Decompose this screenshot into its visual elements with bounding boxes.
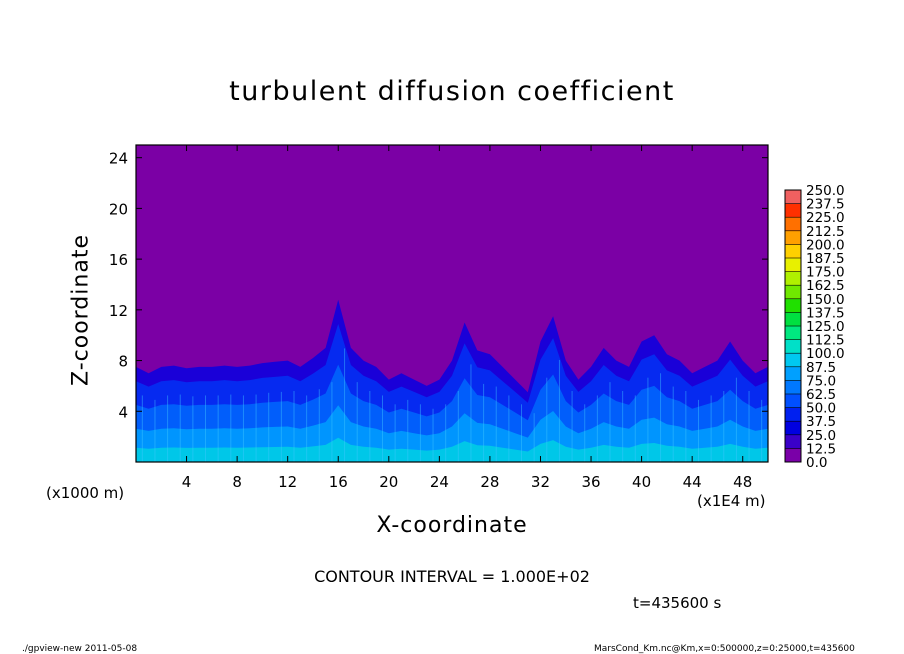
- colorbar-segment: [785, 271, 801, 286]
- y-axis-label: Z-coordinate: [68, 234, 94, 386]
- y-tick-label: 20: [109, 200, 128, 218]
- colorbar-label: 0.0: [806, 455, 827, 471]
- footer-left: ./gpview-new 2011-05-08: [22, 644, 138, 654]
- colorbar-segment: [785, 434, 801, 449]
- x-tick-label: 12: [278, 473, 297, 491]
- colorbar-label: 62.5: [806, 387, 836, 403]
- colorbar-label: 200.0: [806, 237, 845, 253]
- colorbar-label: 162.5: [806, 278, 845, 294]
- time-label: t=435600 s: [633, 594, 722, 612]
- x-tick-label: 20: [379, 473, 398, 491]
- colorbar-label: 250.0: [806, 183, 845, 199]
- x-axis: 4 8 12 16 20 24 28 32 36 40 44 48: [182, 145, 752, 491]
- x-tick-label: 36: [581, 473, 600, 491]
- y-tick-label: 4: [118, 403, 128, 421]
- plot-frame: [135, 144, 769, 463]
- chart-title: turbulent diffusion coefficient: [229, 76, 675, 107]
- colorbar-label: 12.5: [806, 441, 836, 457]
- footer-right: MarsCond_Km.nc@Km,x=0:500000,z=0:25000,t…: [594, 644, 855, 654]
- colorbar-label: 112.5: [806, 333, 845, 349]
- x-tick-label: 16: [329, 473, 348, 491]
- colorbar-segment: [785, 394, 801, 408]
- colorbar-segment: [785, 298, 801, 313]
- colorbar-segment: [785, 448, 801, 463]
- colorbar-segment: [785, 326, 801, 340]
- colorbar-label: 37.5: [806, 414, 836, 430]
- colorbar-label: 75.0: [806, 373, 836, 389]
- colorbar-segment: [785, 203, 801, 218]
- colorbar-segment: [785, 190, 801, 204]
- colorbar-segment: [785, 217, 801, 232]
- contour-interval: CONTOUR INTERVAL = 1.000E+02: [314, 567, 590, 586]
- colorbar-label: 237.5: [806, 197, 845, 213]
- colorbar-segment: [785, 380, 801, 395]
- colorbar-label: 187.5: [806, 251, 845, 267]
- colorbar-label: 50.0: [806, 401, 836, 417]
- y-tick-label: 8: [118, 353, 128, 371]
- x-tick-label: 8: [232, 473, 242, 491]
- x-axis-label: X-coordinate: [376, 513, 528, 538]
- colorbar: 0.012.525.037.550.062.575.087.5100.0112.…: [784, 183, 845, 471]
- colorbar-label: 225.0: [806, 210, 845, 226]
- y-axis: 4 8 12 16 20 24: [109, 150, 768, 421]
- x-tick-label: 40: [632, 473, 651, 491]
- colorbar-segment: [785, 244, 801, 259]
- colorbar-segment: [785, 366, 801, 381]
- colorbar-label: 175.0: [806, 265, 845, 281]
- colorbar-segment: [785, 353, 801, 368]
- colorbar-segment: [785, 407, 801, 422]
- colorbar-segment: [785, 421, 801, 436]
- y-tick-label: 12: [109, 302, 128, 320]
- colorbar-segment: [785, 285, 801, 300]
- colorbar-label: 137.5: [806, 305, 845, 321]
- x-unit-left: (x1000 m): [46, 484, 125, 502]
- x-tick-label: 28: [480, 473, 499, 491]
- field-band-4: [136, 437, 768, 462]
- colorbar-label: 87.5: [806, 360, 836, 376]
- colorbar-label: 100.0: [806, 346, 845, 362]
- colorbar-segment: [785, 258, 801, 272]
- colorbar-label: 125.0: [806, 319, 845, 335]
- y-tick-label: 16: [109, 251, 128, 269]
- x-tick-label: 48: [733, 473, 752, 491]
- colorbar-label: 150.0: [806, 292, 845, 308]
- x-tick-label: 32: [531, 473, 550, 491]
- boundary-layer-field: [136, 299, 768, 462]
- x-tick-label: 24: [430, 473, 449, 491]
- colorbar-segment: [785, 339, 801, 354]
- x-unit-right: (x1E4 m): [697, 492, 766, 510]
- colorbar-segment: [785, 230, 801, 245]
- colorbar-label: 25.0: [806, 428, 836, 444]
- colorbar-label: 212.5: [806, 224, 845, 240]
- y-tick-label: 24: [109, 150, 128, 168]
- colorbar-segment: [785, 312, 801, 327]
- x-tick-label: 44: [683, 473, 702, 491]
- x-tick-label: 4: [182, 473, 192, 491]
